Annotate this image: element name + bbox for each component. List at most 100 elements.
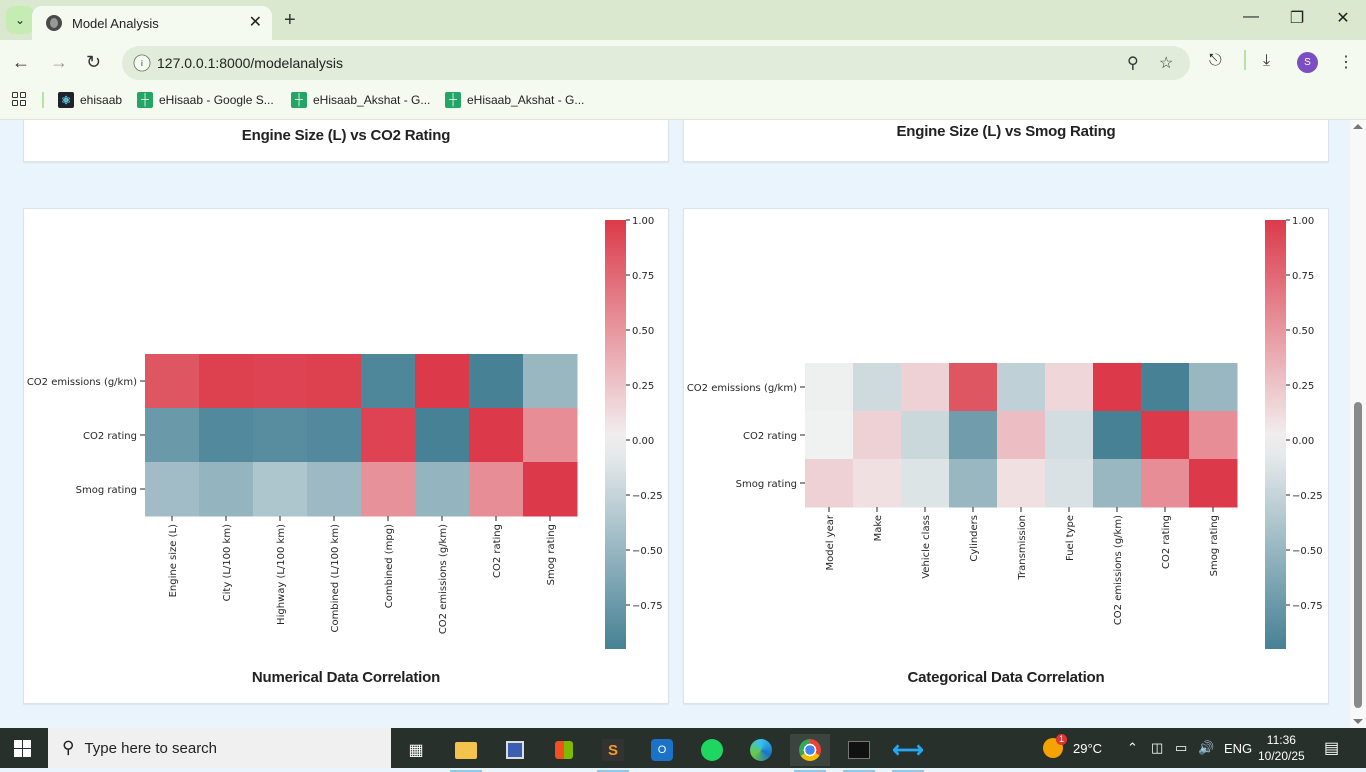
heatmap-cell	[997, 363, 1046, 412]
more-menu-icon[interactable]: ⋮	[1338, 54, 1354, 71]
x-tick-label: Cylinders	[969, 515, 980, 562]
heatmap-cell	[1093, 411, 1142, 460]
battery-icon[interactable]: ▭	[1175, 740, 1188, 755]
heatmap-cell	[523, 408, 578, 463]
outlook-icon[interactable]: O	[642, 734, 682, 766]
x-tick-label: CO2 emissions (g/km)	[1113, 515, 1124, 625]
language-indicator[interactable]: ENG	[1224, 740, 1253, 756]
page-scrollbar[interactable]	[1350, 120, 1366, 728]
heatmap-cell	[805, 363, 854, 412]
colorbar-tick-label: −0.75	[632, 601, 663, 612]
heatmap-cell	[415, 462, 470, 517]
heatmap-cell	[949, 411, 998, 460]
bookmark-item[interactable]: ┼ eHisaab_Akshat - G...	[445, 92, 584, 108]
heatmap-cell	[997, 459, 1046, 508]
edge-icon[interactable]	[741, 734, 781, 766]
back-icon[interactable]: ←	[12, 52, 30, 72]
heatmap-cell	[1093, 363, 1142, 412]
close-window-button[interactable]: ✕	[1336, 10, 1350, 27]
scroll-down-arrow-icon[interactable]	[1353, 719, 1363, 724]
heatmap-cell	[1045, 363, 1094, 412]
extensions-icon[interactable]: ⎋	[1209, 52, 1222, 69]
colorbar-tick-label: 0.00	[632, 436, 654, 447]
bookmark-item[interactable]: ┼ eHisaab_Akshat - G...	[291, 92, 430, 108]
heatmap-cell	[361, 408, 416, 463]
url-text[interactable]: 127.0.0.1:8000/modelanalysis	[157, 55, 344, 71]
heatmap-cell	[853, 363, 902, 412]
sheets-icon: ┼	[137, 92, 153, 108]
close-tab-icon[interactable]: ✕	[248, 14, 262, 31]
new-tab-button[interactable]: +	[284, 9, 296, 31]
colorbar-tick-label: 0.50	[1292, 326, 1314, 337]
restore-button[interactable]: ❐	[1289, 10, 1305, 27]
heatmap-cell	[1093, 459, 1142, 508]
volume-icon[interactable]: 🔊	[1198, 740, 1215, 755]
heatmap-cell	[1045, 459, 1094, 508]
colorbar	[605, 220, 626, 649]
heatmap-cell	[1189, 411, 1238, 460]
heatmap-cell	[1141, 363, 1190, 412]
heatmap-cell	[997, 411, 1046, 460]
bookmark-star-icon[interactable]: ☆	[1159, 55, 1174, 72]
x-tick-label: City (L/100 km)	[222, 524, 233, 601]
tab-title: Model Analysis	[72, 15, 159, 31]
x-tick-label: Fuel type	[1065, 515, 1076, 561]
numerical-correlation-heatmap: CO2 emissions (g/km) CO2 rating Smog ratin…	[27, 216, 663, 649]
download-icon[interactable]: ⤓	[1263, 52, 1271, 69]
scroll-thumb[interactable]	[1354, 402, 1362, 708]
profile-avatar[interactable]: S	[1297, 52, 1318, 73]
x-tick-label: Transmission	[1017, 515, 1028, 581]
forward-icon[interactable]: →	[50, 52, 68, 72]
heatmap-cell	[199, 408, 254, 463]
weather-widget[interactable]: 1 29°C	[1043, 728, 1102, 768]
address-bar[interactable]: i 127.0.0.1:8000/modelanalysis ⚲ ☆	[122, 46, 1190, 80]
colorbar-tick-label: −0.50	[632, 546, 663, 557]
heatmap-cell	[307, 462, 362, 517]
bookmark-item[interactable]: ┼ eHisaab - Google S...	[137, 92, 274, 108]
heatmap-cell	[901, 411, 950, 460]
notification-center-icon[interactable]: ▤	[1324, 740, 1340, 757]
bookmark-item[interactable]: ⚛ ehisaab	[58, 92, 122, 108]
meet-now-icon[interactable]: ◫	[1151, 740, 1164, 755]
site-info-icon[interactable]: i	[133, 54, 151, 72]
taskbar-search[interactable]: ⚲ Type here to search	[48, 728, 391, 768]
file-explorer-icon[interactable]	[446, 734, 486, 772]
y-tick-label: CO2 emissions (g/km)	[687, 383, 797, 394]
card-title: Numerical Data Correlation	[251, 669, 441, 686]
heatmap-cell	[469, 462, 524, 517]
vscode-icon[interactable]: ⟷	[888, 734, 928, 772]
search-icon: ⚲	[62, 738, 75, 757]
minimize-button[interactable]: —	[1243, 8, 1259, 25]
heatmap-cell	[253, 408, 308, 463]
reload-icon[interactable]: ↻	[86, 52, 102, 72]
show-hidden-icons-icon[interactable]: ⌃	[1127, 740, 1138, 755]
colorbar-tick-label: 0.75	[1292, 271, 1314, 282]
heatmap-cell	[253, 462, 308, 517]
colorbar-tick-label: 0.50	[632, 326, 654, 337]
terminal-icon[interactable]	[839, 734, 879, 772]
tab-search-button[interactable]: ⌄	[6, 6, 34, 34]
colorbar	[1265, 220, 1286, 649]
chrome-icon[interactable]	[790, 734, 830, 772]
browser-tab[interactable]: Model Analysis ✕	[32, 6, 272, 40]
heatmap-cell	[949, 363, 998, 412]
colorbar-tick-label: 0.00	[1292, 436, 1314, 447]
weather-icon: 1	[1043, 734, 1067, 758]
card-title: Engine Size (L) vs CO2 Rating	[241, 127, 451, 144]
apps-grid-icon[interactable]	[12, 92, 26, 106]
heatmap-cell	[523, 354, 578, 409]
browser-tab-bar: ⌄ Model Analysis ✕ + — ❐ ✕	[0, 0, 1366, 40]
x-tick-label: Combined (L/100 km)	[330, 524, 341, 633]
remote-desktop-icon[interactable]	[495, 734, 535, 766]
windows-start-icon[interactable]	[14, 740, 31, 757]
y-tick-label: CO2 rating	[743, 431, 797, 442]
scroll-up-arrow-icon[interactable]	[1353, 124, 1363, 129]
heatmap-cell	[199, 462, 254, 517]
clock[interactable]: 11:36 10/20/25	[1258, 733, 1305, 763]
spotify-icon[interactable]	[692, 734, 732, 766]
microsoft-store-icon[interactable]	[544, 734, 584, 766]
task-view-icon[interactable]: ▦	[408, 742, 424, 759]
heatmap-cell	[949, 459, 998, 508]
zoom-out-icon[interactable]: ⚲	[1127, 55, 1139, 72]
sublime-text-icon[interactable]: S	[593, 734, 633, 772]
